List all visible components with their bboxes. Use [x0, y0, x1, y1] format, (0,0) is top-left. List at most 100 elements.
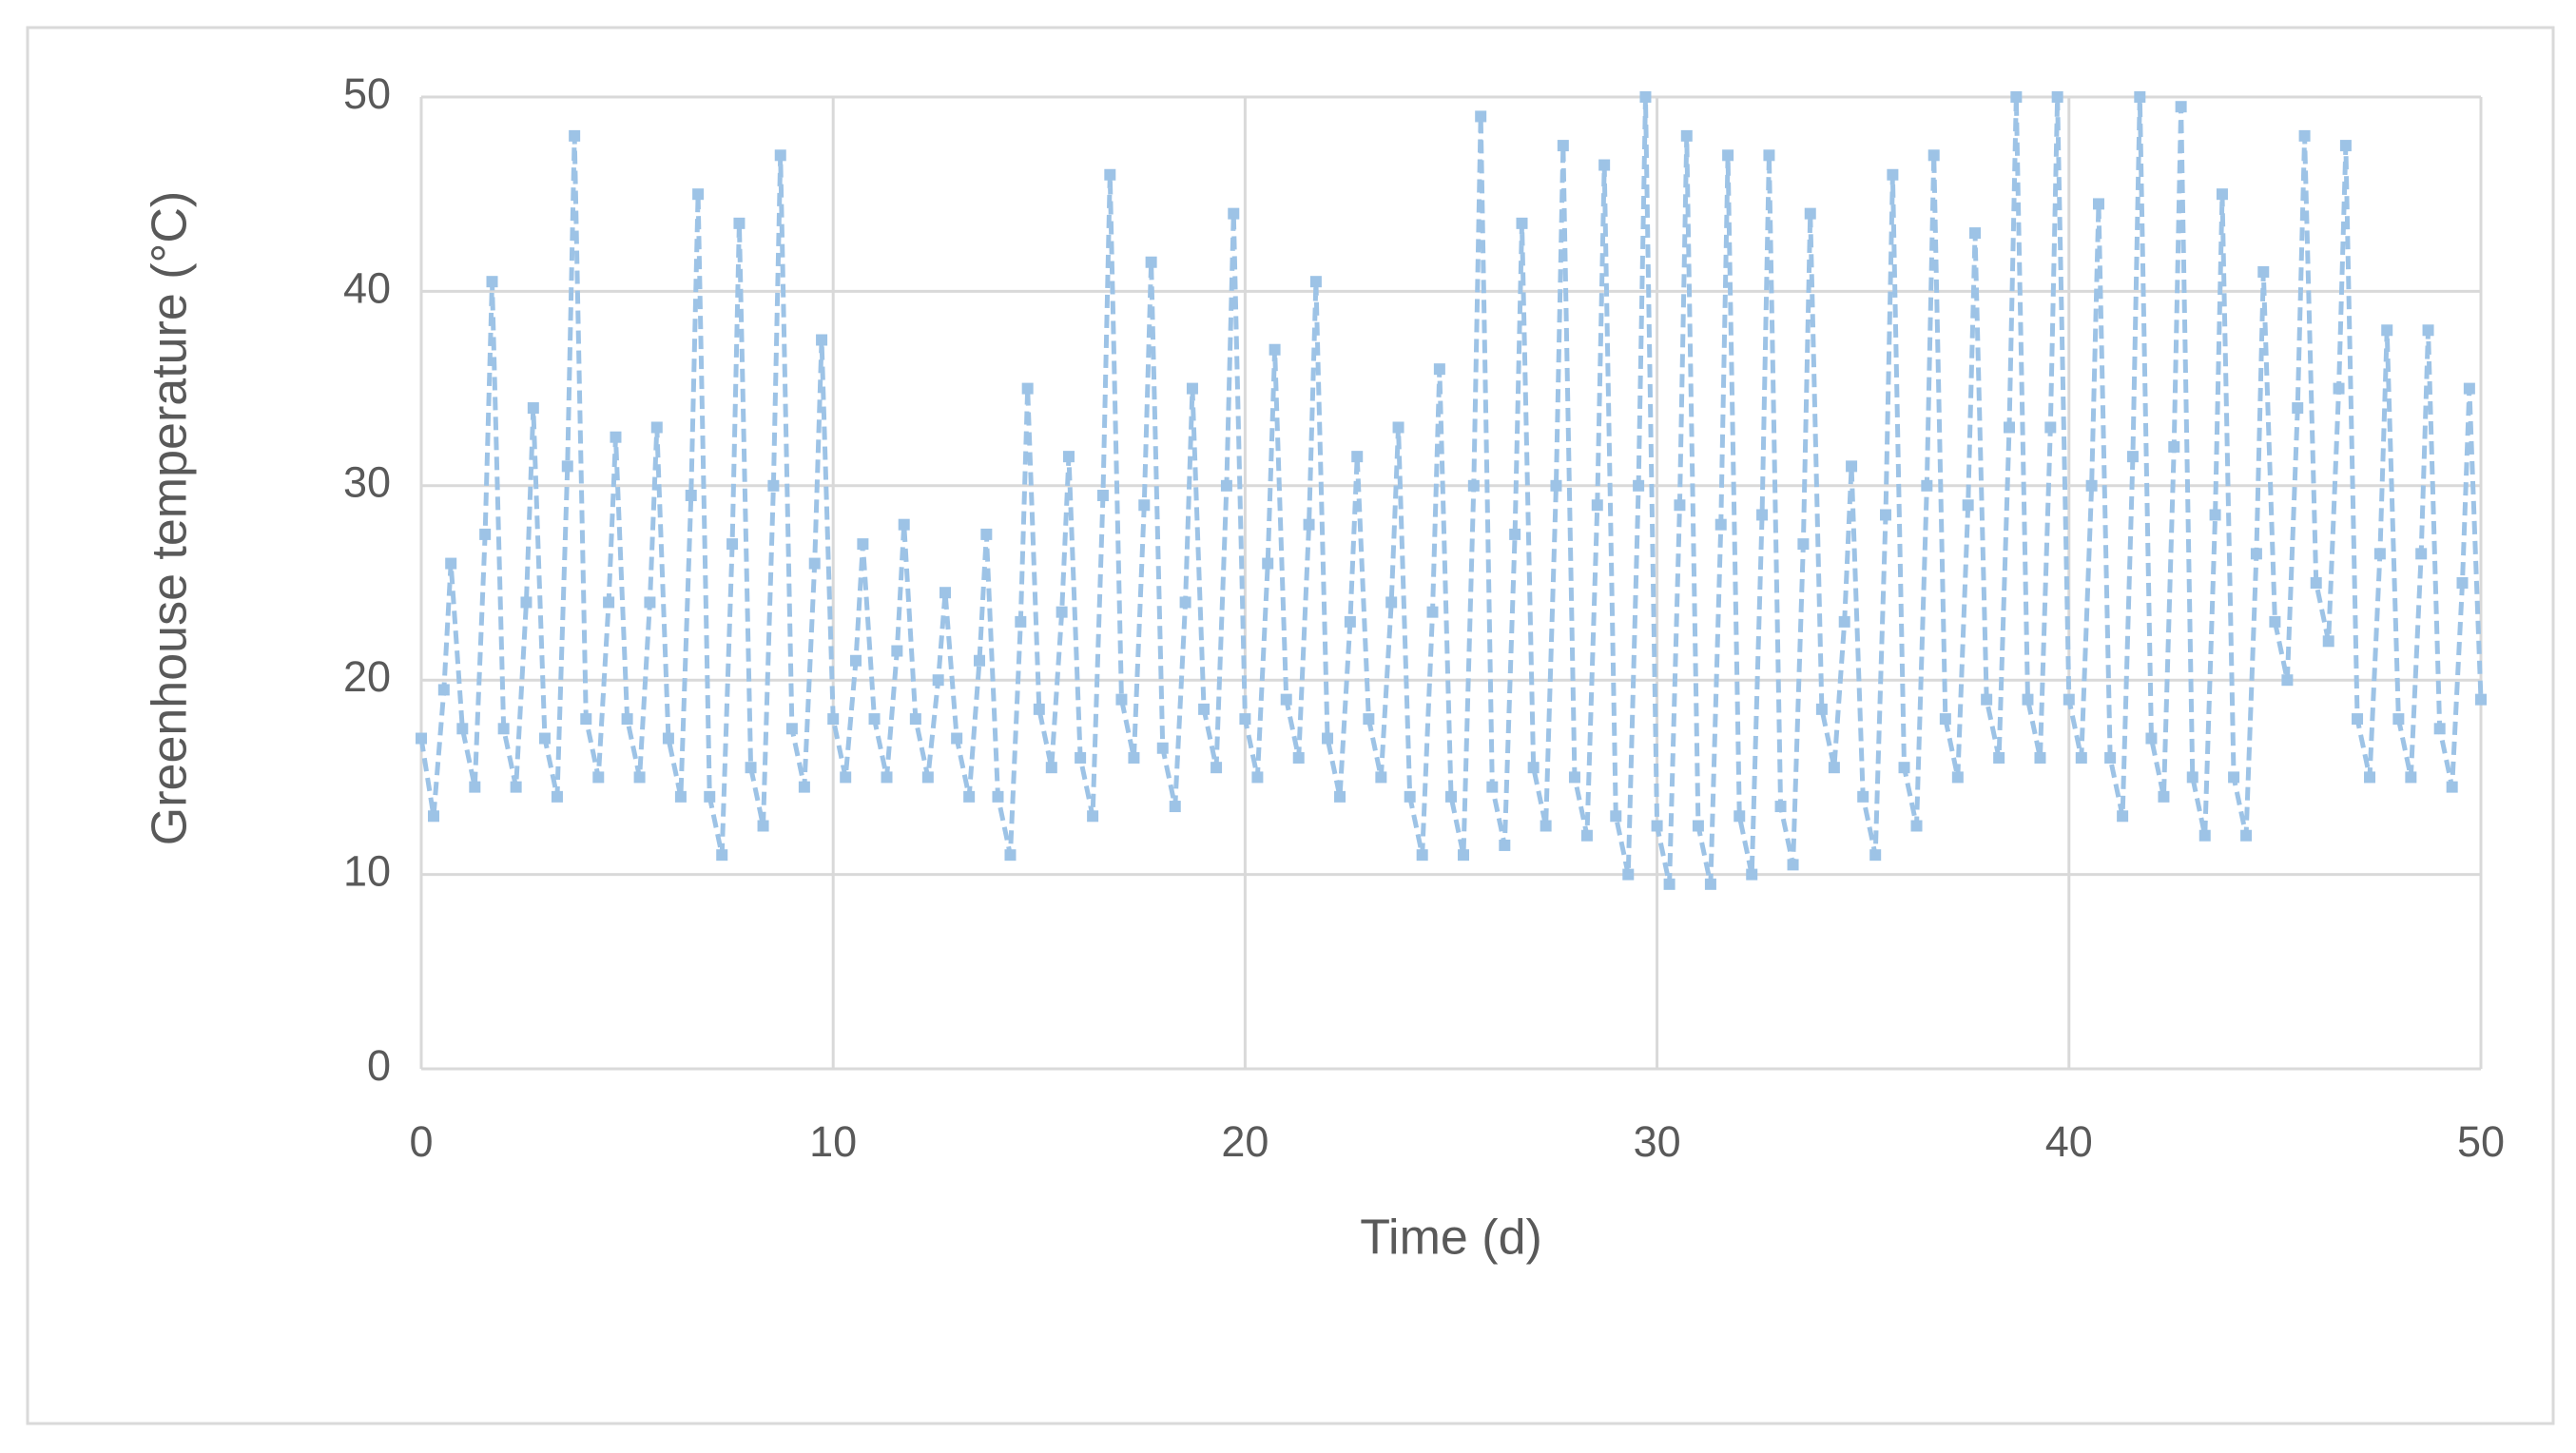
data-point — [909, 713, 921, 726]
data-point — [1220, 479, 1232, 492]
data-point — [1846, 460, 1858, 473]
data-point — [808, 557, 821, 570]
data-point — [1433, 363, 1445, 376]
data-point — [2134, 91, 2146, 103]
data-point — [1104, 168, 1116, 181]
data-point — [437, 684, 450, 696]
data-point — [1251, 771, 1264, 784]
data-point — [1993, 751, 2005, 764]
data-point — [1633, 479, 1645, 492]
data-point — [1969, 227, 1982, 240]
data-point — [1680, 129, 1693, 142]
data-point — [2392, 713, 2405, 726]
data-point — [1045, 762, 1057, 774]
data-point — [1096, 490, 1109, 502]
data-point — [1887, 168, 1899, 181]
data-point — [840, 771, 852, 784]
data-point — [510, 781, 522, 793]
data-point — [2051, 91, 2063, 103]
x-tick-label: 50 — [2457, 1117, 2505, 1166]
data-point — [827, 713, 840, 726]
data-point — [650, 421, 663, 434]
data-point — [1756, 509, 1769, 521]
data-point — [456, 723, 469, 735]
data-point — [2292, 402, 2304, 415]
data-point — [1087, 810, 1099, 823]
data-point — [1804, 207, 1816, 220]
data-point — [932, 674, 944, 687]
data-point — [1591, 499, 1603, 512]
data-point — [850, 654, 862, 667]
data-point — [2104, 751, 2117, 764]
data-point — [1004, 849, 1017, 862]
data-point — [592, 771, 605, 784]
data-point — [774, 149, 786, 162]
data-point — [2145, 732, 2158, 745]
data-point — [2085, 479, 2098, 492]
data-point — [1056, 606, 1068, 618]
data-point — [980, 528, 993, 540]
data-point — [2333, 382, 2345, 395]
data-point — [1186, 382, 1198, 395]
data-point — [486, 276, 498, 288]
data-point — [1392, 421, 1404, 434]
data-point — [716, 849, 728, 862]
data-point — [520, 596, 533, 609]
data-point — [1416, 849, 1428, 862]
data-point — [2209, 509, 2221, 521]
data-point — [1334, 790, 1346, 803]
y-tick-label: 0 — [367, 1041, 391, 1090]
data-point — [2339, 140, 2352, 152]
data-point — [2310, 577, 2322, 589]
data-point — [1062, 451, 1075, 463]
data-point — [1598, 159, 1611, 171]
data-point — [1704, 878, 1716, 890]
y-tick-label: 30 — [343, 458, 391, 507]
data-point — [868, 713, 881, 726]
data-point — [1774, 801, 1787, 813]
data-point — [527, 402, 539, 415]
data-point — [2175, 101, 2187, 113]
data-point — [2126, 451, 2139, 463]
data-point — [757, 820, 769, 832]
data-point — [1138, 499, 1151, 512]
data-point — [1169, 801, 1181, 813]
data-point — [1674, 499, 1686, 512]
data-point — [891, 645, 903, 657]
data-point — [416, 732, 427, 745]
data-point — [857, 538, 869, 551]
data-point — [2381, 324, 2393, 337]
data-line — [418, 96, 2484, 885]
data-point — [1663, 878, 1675, 890]
data-point — [1457, 849, 1469, 862]
data-point — [1927, 149, 1940, 162]
data-point — [1262, 557, 1274, 570]
data-point — [1375, 771, 1387, 784]
data-point — [1292, 751, 1305, 764]
data-point — [973, 654, 985, 667]
data-point — [1344, 615, 1356, 628]
data-point — [745, 762, 757, 774]
data-point — [1475, 110, 1487, 123]
data-point — [1499, 839, 1511, 851]
data-point — [1939, 713, 1951, 726]
data-point — [1962, 499, 1974, 512]
data-point — [992, 790, 1004, 803]
plot — [416, 91, 2487, 890]
data-point — [2216, 188, 2228, 201]
data-point — [1828, 762, 1840, 774]
data-point — [1568, 771, 1580, 784]
data-point — [2044, 421, 2057, 434]
data-point — [2322, 635, 2334, 648]
data-point — [2475, 693, 2487, 706]
data-point — [2034, 751, 2046, 764]
x-tick-label: 40 — [2045, 1117, 2093, 1166]
data-point — [662, 732, 674, 745]
data-point — [2186, 771, 2198, 784]
data-point — [704, 790, 716, 803]
data-point — [2250, 548, 2262, 560]
data-point — [2240, 829, 2253, 842]
data-point — [538, 732, 551, 745]
data-point — [1269, 343, 1281, 356]
data-point — [633, 771, 646, 784]
